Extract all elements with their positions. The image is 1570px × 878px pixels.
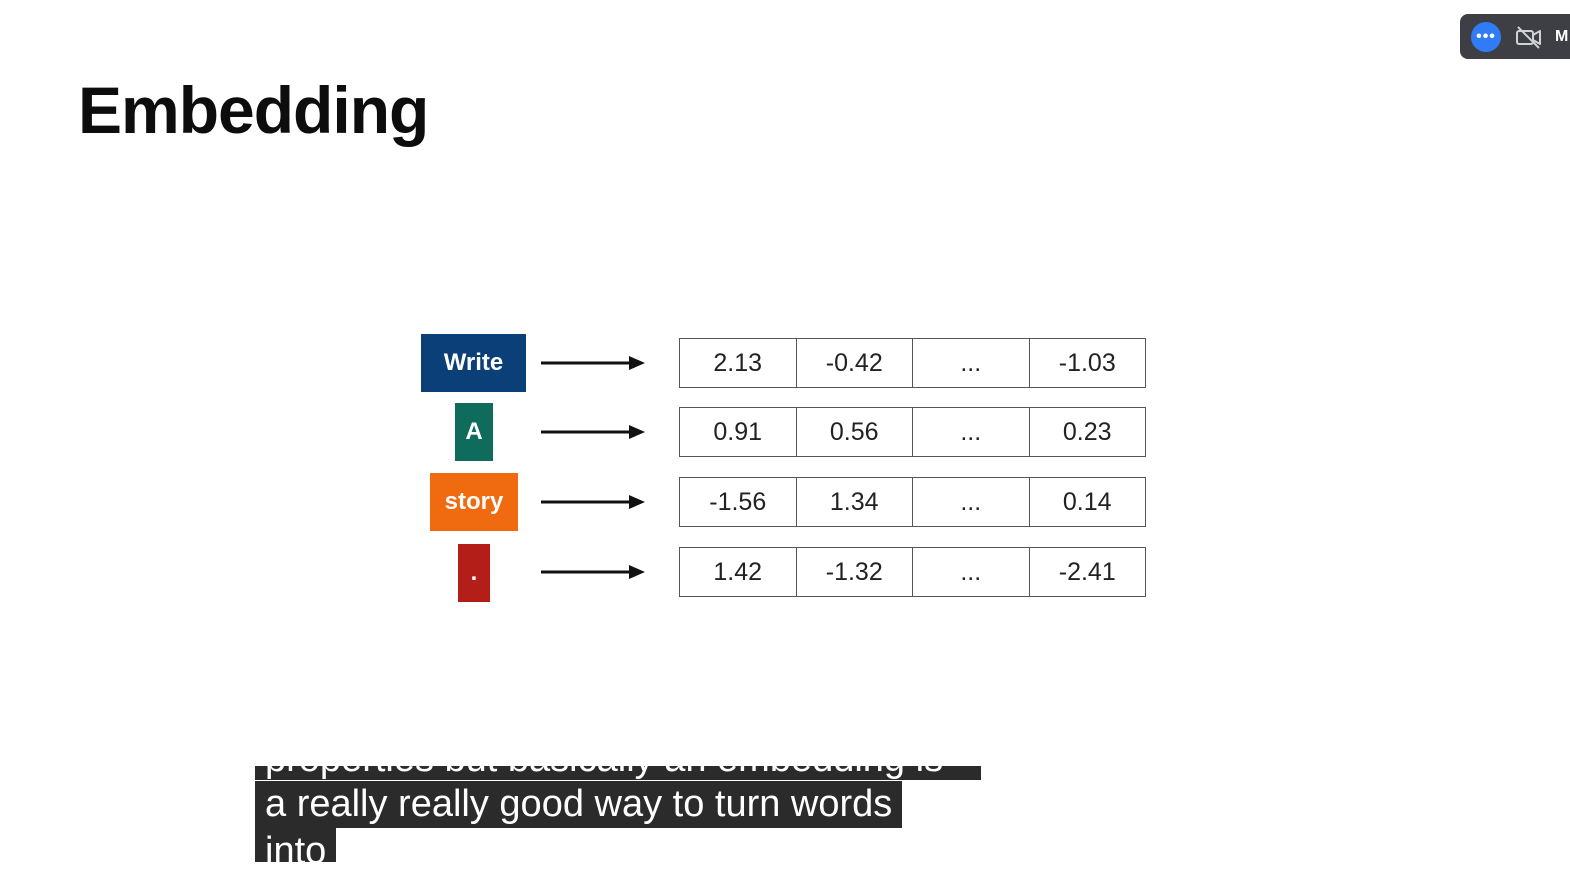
vector-cell: 0.91: [680, 408, 797, 456]
caption-line-partial: properties but basically an embedding is: [255, 766, 981, 780]
caption-line-main: a really really good way to turn words: [255, 781, 903, 828]
token-a: A: [455, 403, 493, 461]
vector-cell: 0.14: [1062, 487, 1112, 516]
arrow-icon: [541, 565, 645, 579]
vector-cell: -1.03: [1058, 348, 1116, 377]
vector-cell: ...: [913, 339, 1030, 387]
vector-cell: -1.56: [680, 478, 797, 526]
vector-cell: 1.34: [797, 478, 913, 526]
token-label: Write: [443, 349, 504, 376]
embedding-vector-period: 1.42 -1.32 ... -2.41: [679, 547, 1146, 597]
vector-cell: -2.41: [1058, 557, 1116, 586]
token-write: Write: [421, 334, 526, 392]
embedding-vector-write: 2.13 -0.42 ... -1.03: [679, 338, 1146, 388]
vector-cell: -0.42: [797, 339, 913, 387]
token-label: .: [470, 559, 478, 586]
token-label: story: [444, 488, 504, 515]
token-story: story: [430, 473, 518, 531]
vector-cell: 0.56: [797, 408, 913, 456]
embedding-vector-a: 0.91 0.56 ... 0.23: [679, 407, 1146, 457]
more-horizontal-icon[interactable]: •••: [1471, 21, 1501, 52]
controls-label: M: [1555, 27, 1569, 45]
vector-cell: -1.32: [797, 548, 913, 596]
vector-cell: ...: [913, 408, 1030, 456]
embedding-vector-story: -1.56 1.34 ... 0.14: [679, 477, 1146, 527]
vector-cell: 0.23: [1062, 417, 1112, 446]
video-off-icon[interactable]: [1515, 25, 1543, 49]
more-glyph: •••: [1476, 27, 1496, 45]
vector-cell: 2.13: [680, 339, 797, 387]
vector-cell: ...: [913, 548, 1030, 596]
vector-cell: ...: [913, 478, 1030, 526]
arrow-icon: [541, 356, 645, 370]
vector-cell: 1.42: [680, 548, 797, 596]
arrow-icon: [541, 425, 645, 439]
meeting-controls: ••• M: [1460, 14, 1570, 59]
token-label: A: [465, 418, 483, 445]
token-period: .: [458, 544, 490, 602]
caption-line-next: into: [255, 828, 337, 862]
arrow-icon: [541, 495, 645, 509]
slide-title: Embedding: [78, 73, 429, 147]
